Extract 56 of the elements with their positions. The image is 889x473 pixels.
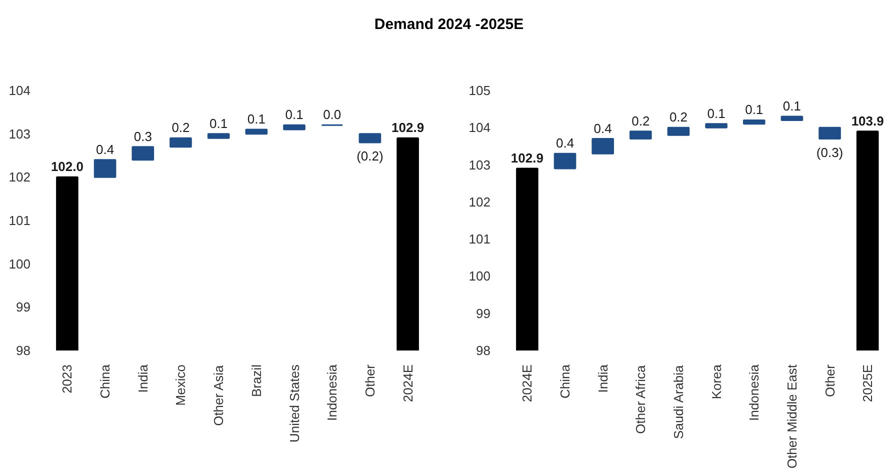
data-label: (0.2) (356, 148, 384, 164)
x-tick-label: Other (822, 364, 838, 398)
x-tick-label: 2024E (400, 364, 416, 402)
data-label: 0.2 (172, 120, 190, 136)
data-label: 0.4 (594, 120, 612, 136)
x-tick-label: 2025E (860, 364, 876, 402)
x-tick-label: Indonesia (324, 364, 340, 421)
data-label: (0.3) (816, 144, 844, 160)
x-tick-label: Other Africa (633, 364, 648, 434)
y-tick-label: 100 (8, 256, 31, 272)
y-tick-label: 101 (468, 232, 491, 247)
data-label: 0.4 (96, 142, 114, 157)
data-label: 102.9 (392, 120, 424, 136)
y-tick-label: 104 (468, 120, 491, 136)
y-tick-label: 103 (468, 157, 491, 172)
y-tick-label: 103 (8, 126, 31, 142)
data-label: 103.9 (851, 113, 884, 128)
y-tick-label: 104 (8, 83, 31, 98)
x-tick-label: Other Middle East (784, 364, 800, 469)
chart-title: Demand 2024 -2025E (374, 15, 524, 35)
x-tick-label: Brazil (248, 364, 264, 398)
y-tick-label: 102 (468, 194, 491, 210)
x-tick-label: Indonesia (746, 364, 762, 421)
x-tick-label: India (135, 364, 150, 393)
data-label: 0.1 (210, 116, 228, 131)
data-label: 0.1 (285, 107, 304, 122)
data-label: 0.1 (745, 102, 764, 118)
y-tick-label: 98 (16, 343, 31, 358)
x-tick-label: 2024E (520, 364, 535, 402)
data-label: 102.9 (510, 150, 544, 166)
y-tick-label: 105 (468, 83, 491, 98)
x-tick-label: Korea (708, 364, 724, 400)
x-tick-label: 2023 (60, 364, 75, 394)
y-tick-label: 98 (476, 343, 491, 358)
y-tick-label: 100 (468, 268, 491, 284)
x-tick-label: China (558, 364, 573, 398)
x-tick-label: India (595, 364, 610, 393)
y-tick-label: 99 (476, 306, 491, 321)
x-tick-label: United States (286, 364, 302, 443)
x-tick-label: China (98, 364, 113, 398)
data-label: 0.3 (134, 128, 152, 144)
y-tick-label: 99 (16, 300, 31, 315)
data-label: 0.2 (669, 110, 688, 125)
data-label: 0.1 (707, 106, 726, 121)
x-tick-label: Saudi Arabia (670, 364, 686, 439)
data-label: 0.4 (556, 136, 574, 151)
data-label: 0.1 (247, 112, 266, 126)
data-label: 102.0 (50, 159, 84, 174)
x-tick-label: Mexico (173, 364, 188, 406)
data-label: 0.1 (782, 98, 801, 114)
y-tick-label: 102 (8, 170, 31, 185)
y-tick-label: 101 (8, 213, 31, 228)
x-tick-label: Other Asia (211, 364, 226, 426)
data-label: 0.0 (323, 107, 342, 122)
x-tick-label: Other (362, 364, 378, 398)
data-label: 0.2 (632, 113, 650, 128)
